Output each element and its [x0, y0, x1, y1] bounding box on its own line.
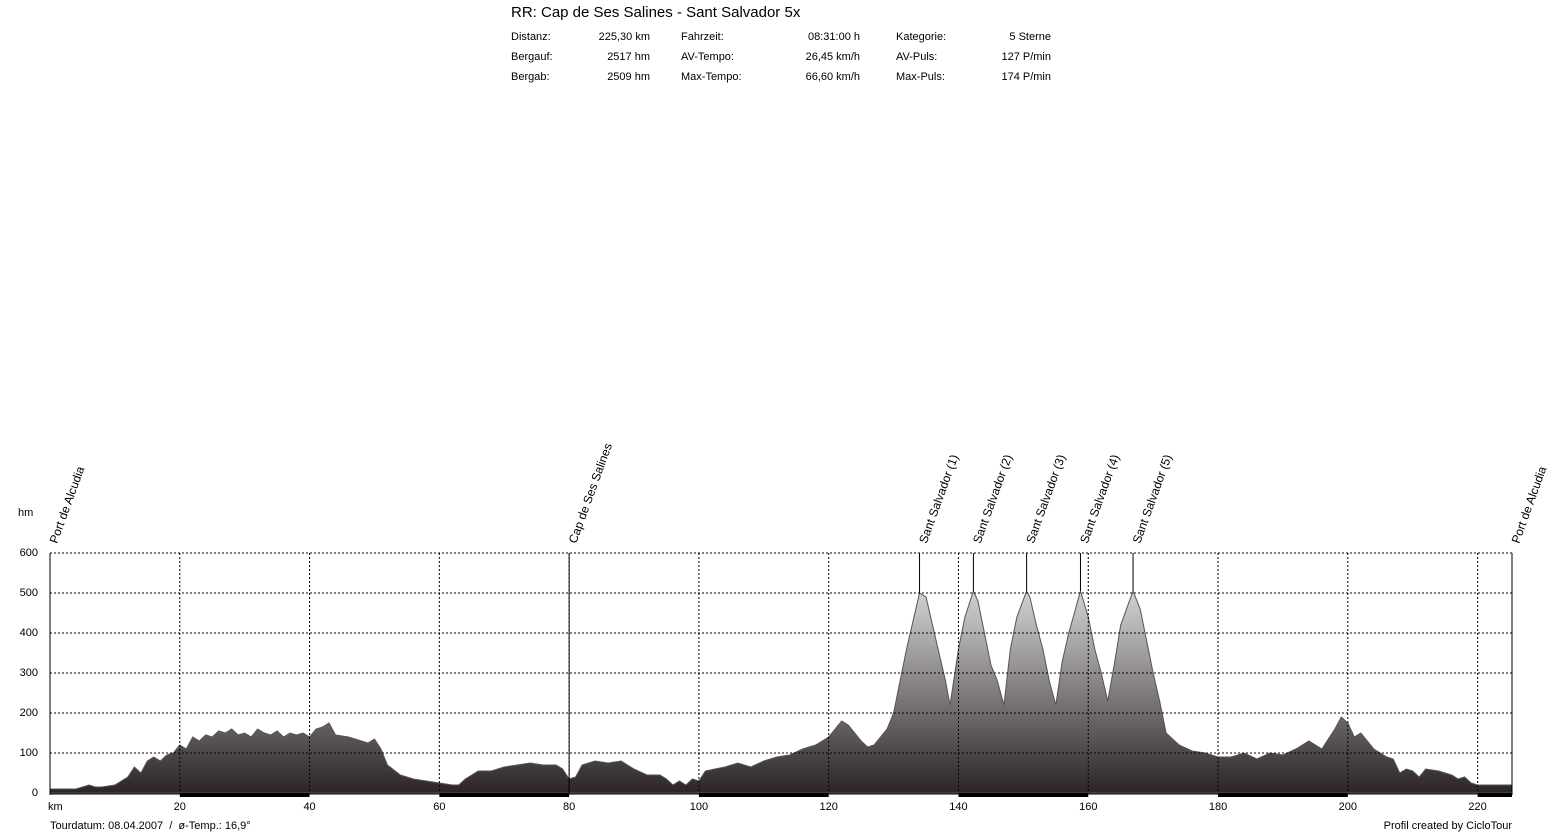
- y-tick-label: 0: [32, 787, 38, 799]
- x-label: km: [48, 801, 63, 813]
- stat-label: AV-Puls:: [896, 51, 937, 63]
- y-tick-label: 300: [20, 667, 38, 679]
- stat-value: 127 P/min: [1001, 51, 1051, 63]
- x-tick-label: 20: [174, 801, 186, 813]
- stat-value: 2517 hm: [607, 51, 650, 63]
- y-tick-label: 200: [20, 707, 38, 719]
- y-label: hm: [18, 507, 33, 519]
- waypoint-label: Sant Salvador (3): [1023, 453, 1068, 546]
- stat-value: 08:31:00 h: [808, 31, 860, 43]
- axis-segment: [958, 793, 1089, 797]
- elevation-area: [49, 589, 1513, 794]
- waypoint-label: Sant Salvador (1): [916, 453, 961, 546]
- y-tick-label: 100: [20, 747, 38, 759]
- waypoint-label: Port de Alcudia: [1509, 464, 1550, 545]
- axis-segment: [1477, 793, 1512, 797]
- title: RR: Cap de Ses Salines - Sant Salvador 5…: [511, 4, 801, 21]
- axis-segment: [1218, 793, 1348, 797]
- footer-left: Tourdatum: 08.04.2007 / ø-Temp.: 16,9°: [50, 820, 251, 832]
- x-tick-label: 80: [563, 801, 575, 813]
- stat-label: Bergauf:: [511, 51, 553, 63]
- axis-segment: [439, 793, 570, 797]
- stat-value: 225,30 km: [599, 31, 650, 43]
- stat-value: 5 Sterne: [1009, 31, 1051, 43]
- stat-value: 2509 hm: [607, 71, 650, 83]
- stat-label: Fahrzeit:: [681, 31, 724, 43]
- x-tick-label: 220: [1468, 801, 1486, 813]
- x-tick-label: 200: [1339, 801, 1357, 813]
- x-tick-label: 140: [949, 801, 967, 813]
- y-tick-label: 400: [20, 627, 38, 639]
- stat-label: Max-Puls:: [896, 71, 945, 83]
- x-tick-label: 120: [820, 801, 838, 813]
- y-tick-label: 600: [20, 547, 38, 559]
- x-tick-label: 100: [690, 801, 708, 813]
- stat-value: 66,60 km/h: [806, 71, 860, 83]
- waypoint-label: Sant Salvador (2): [970, 453, 1015, 546]
- stat-label: Kategorie:: [896, 31, 946, 43]
- waypoint-label: Port de Alcudia: [47, 464, 88, 545]
- y-tick-label: 500: [20, 587, 38, 599]
- stat-label: AV-Tempo:: [681, 51, 734, 63]
- axis-segment: [179, 793, 310, 797]
- x-tick-label: 60: [433, 801, 445, 813]
- x-tick-label: 160: [1079, 801, 1097, 813]
- stat-label: Max-Tempo:: [681, 71, 742, 83]
- stat-label: Bergab:: [511, 71, 550, 83]
- x-tick-label: 180: [1209, 801, 1227, 813]
- x-tick-label: 40: [303, 801, 315, 813]
- footer-right: Profil created by CicloTour: [1384, 820, 1513, 832]
- waypoint-label: Sant Salvador (4): [1077, 453, 1122, 546]
- stat-label: Distanz:: [511, 31, 551, 43]
- axis-segment: [698, 793, 829, 797]
- stat-value: 26,45 km/h: [806, 51, 860, 63]
- stat-value: 174 P/min: [1001, 71, 1051, 83]
- waypoint-label: Sant Salvador (5): [1130, 453, 1175, 546]
- waypoint-label: Cap de Ses Salines: [566, 441, 615, 545]
